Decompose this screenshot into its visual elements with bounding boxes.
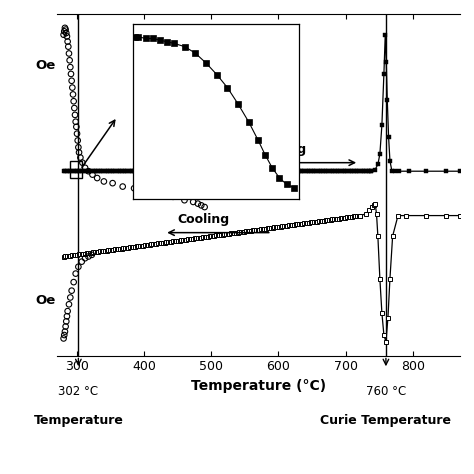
Point <box>66 64 74 71</box>
Point <box>68 77 75 84</box>
Point <box>63 318 70 325</box>
Point <box>194 200 201 208</box>
Point <box>77 154 84 161</box>
Point <box>201 203 209 211</box>
Point <box>73 123 80 131</box>
Point <box>109 179 117 187</box>
Point <box>65 50 73 57</box>
Point <box>74 137 82 144</box>
Point <box>66 294 74 301</box>
Point <box>72 270 80 277</box>
Point <box>75 149 83 156</box>
Text: Curie Temperature: Curie Temperature <box>320 413 451 427</box>
Point <box>72 118 80 126</box>
Point <box>71 104 78 112</box>
Point <box>64 38 72 46</box>
Point <box>130 184 138 192</box>
Point <box>62 26 69 33</box>
Point <box>70 98 77 105</box>
Text: Cooling: Cooling <box>178 213 230 226</box>
Point <box>74 144 82 151</box>
Point <box>93 174 101 182</box>
Point <box>69 84 76 91</box>
Text: Heating: Heating <box>252 143 307 156</box>
Point <box>74 263 82 271</box>
Point <box>181 196 188 204</box>
Point <box>65 301 73 308</box>
Text: Oe: Oe <box>35 59 55 72</box>
Point <box>100 178 108 185</box>
Point <box>85 167 92 175</box>
Point <box>66 56 73 64</box>
Point <box>60 31 67 38</box>
Text: 302 °C: 302 °C <box>58 384 99 398</box>
Text: Oe: Oe <box>35 294 55 308</box>
X-axis label: Temperature (°C): Temperature (°C) <box>191 379 326 393</box>
Point <box>63 29 70 37</box>
Text: Temperature: Temperature <box>34 413 123 427</box>
Point <box>64 307 72 315</box>
Point <box>79 159 86 166</box>
Point <box>61 331 68 339</box>
Point <box>64 43 72 50</box>
Point <box>67 70 75 78</box>
Point <box>60 335 67 342</box>
Point <box>69 91 77 98</box>
Point <box>142 186 150 194</box>
Point <box>61 328 69 336</box>
Point <box>62 323 69 330</box>
Point <box>169 193 177 201</box>
Point <box>63 312 71 320</box>
Point <box>198 201 205 209</box>
Point <box>89 171 96 178</box>
Text: 760 °C: 760 °C <box>366 384 406 398</box>
Point <box>85 253 92 260</box>
Point <box>71 111 79 118</box>
Bar <box>70 161 82 178</box>
Point <box>81 255 89 262</box>
Point <box>70 278 77 286</box>
Point <box>73 130 81 137</box>
Point <box>63 33 71 40</box>
Point <box>190 198 197 206</box>
Point <box>61 24 69 32</box>
Point <box>61 27 68 35</box>
Point <box>68 287 75 294</box>
Point <box>156 190 164 197</box>
Point <box>88 251 96 259</box>
Point <box>119 183 127 191</box>
Point <box>78 258 85 265</box>
Point <box>81 164 89 172</box>
